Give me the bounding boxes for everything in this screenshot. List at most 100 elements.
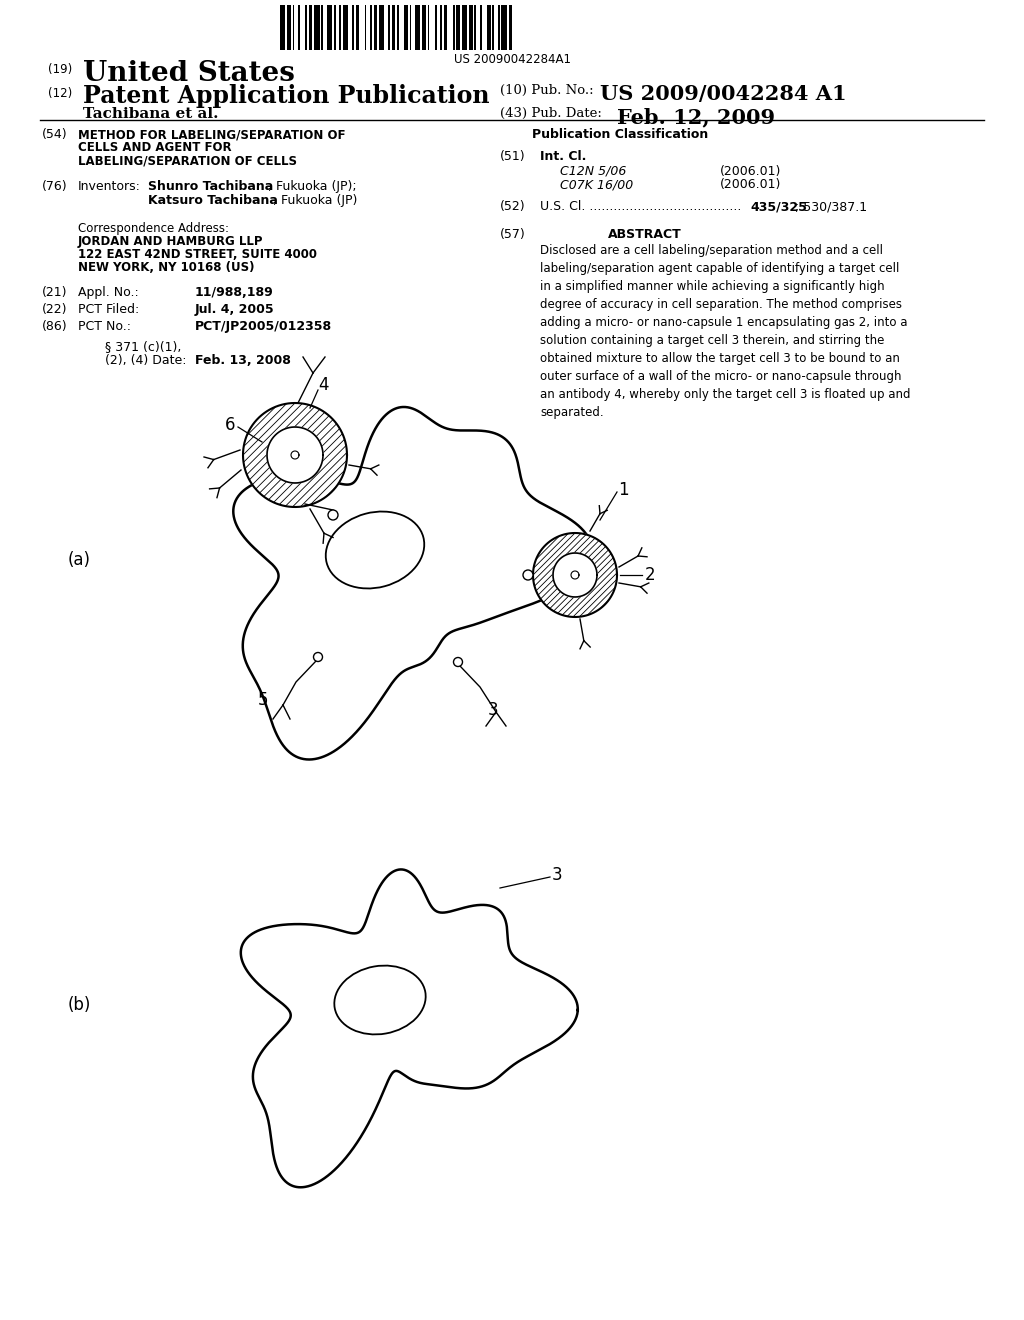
Text: PCT No.:: PCT No.: xyxy=(78,319,131,333)
Bar xyxy=(374,5,377,50)
Text: 5: 5 xyxy=(258,690,268,709)
Text: 11/988,189: 11/988,189 xyxy=(195,286,273,300)
Text: 4: 4 xyxy=(318,376,329,393)
Text: JORDAN AND HAMBURG LLP: JORDAN AND HAMBURG LLP xyxy=(78,235,263,248)
Bar xyxy=(435,5,436,50)
Bar xyxy=(462,5,467,50)
Bar xyxy=(355,5,359,50)
Bar xyxy=(339,5,341,50)
Bar xyxy=(327,5,332,50)
Text: Tachibana et al.: Tachibana et al. xyxy=(83,107,218,121)
Text: (22): (22) xyxy=(42,304,68,315)
Text: (54): (54) xyxy=(42,128,68,141)
Bar xyxy=(379,5,384,50)
Bar xyxy=(293,5,295,50)
Text: (76): (76) xyxy=(42,180,68,193)
Text: Inventors:: Inventors: xyxy=(78,180,141,193)
Bar xyxy=(410,5,412,50)
Bar xyxy=(287,5,291,50)
Text: US 2009/0042284 A1: US 2009/0042284 A1 xyxy=(600,84,847,104)
Ellipse shape xyxy=(326,512,424,589)
Text: Jul. 4, 2005: Jul. 4, 2005 xyxy=(195,304,274,315)
Bar xyxy=(298,5,300,50)
Text: 6: 6 xyxy=(225,416,236,434)
Text: 3: 3 xyxy=(552,866,562,884)
Polygon shape xyxy=(267,426,323,483)
Bar xyxy=(428,5,429,50)
Bar xyxy=(480,5,481,50)
Text: Int. Cl.: Int. Cl. xyxy=(540,150,587,162)
Text: 2: 2 xyxy=(645,566,655,583)
Text: (43) Pub. Date:: (43) Pub. Date: xyxy=(500,107,602,120)
Bar xyxy=(469,5,473,50)
Bar xyxy=(493,5,495,50)
Text: Feb. 13, 2008: Feb. 13, 2008 xyxy=(195,354,291,367)
Text: 1: 1 xyxy=(618,480,629,499)
Bar xyxy=(443,5,447,50)
Polygon shape xyxy=(571,572,579,579)
Text: US 20090042284A1: US 20090042284A1 xyxy=(454,53,570,66)
Text: C12N 5/06: C12N 5/06 xyxy=(560,165,627,178)
Text: United States: United States xyxy=(83,59,295,87)
Bar xyxy=(334,5,336,50)
Text: ; 530/387.1: ; 530/387.1 xyxy=(795,201,867,213)
Bar xyxy=(453,5,455,50)
Text: 3: 3 xyxy=(488,701,499,719)
Circle shape xyxy=(328,510,338,520)
Bar xyxy=(365,5,367,50)
Text: (51): (51) xyxy=(500,150,525,162)
Bar xyxy=(422,5,426,50)
Text: 435/325: 435/325 xyxy=(750,201,807,213)
Text: Correspondence Address:: Correspondence Address: xyxy=(78,222,229,235)
Bar xyxy=(440,5,442,50)
Bar xyxy=(457,5,460,50)
Text: C07K 16/00: C07K 16/00 xyxy=(560,178,633,191)
Bar xyxy=(343,5,348,50)
Bar xyxy=(509,5,512,50)
Bar xyxy=(280,5,286,50)
Text: 122 EAST 42ND STREET, SUITE 4000: 122 EAST 42ND STREET, SUITE 4000 xyxy=(78,248,317,261)
Text: Patent Application Publication: Patent Application Publication xyxy=(83,84,489,108)
Polygon shape xyxy=(534,533,617,616)
Bar xyxy=(404,5,408,50)
Text: § 371 (c)(1),: § 371 (c)(1), xyxy=(105,341,181,352)
Text: CELLS AND AGENT FOR: CELLS AND AGENT FOR xyxy=(78,141,231,154)
Text: (57): (57) xyxy=(500,228,525,242)
Ellipse shape xyxy=(334,965,426,1035)
Text: Katsuro Tachibana: Katsuro Tachibana xyxy=(148,194,278,207)
Text: LABELING/SEPARATION OF CELLS: LABELING/SEPARATION OF CELLS xyxy=(78,154,297,168)
Text: (10) Pub. No.:: (10) Pub. No.: xyxy=(500,84,594,96)
Text: , Fukuoka (JP): , Fukuoka (JP) xyxy=(273,194,357,207)
Bar xyxy=(314,5,319,50)
Text: NEW YORK, NY 10168 (US): NEW YORK, NY 10168 (US) xyxy=(78,261,255,275)
Bar xyxy=(498,5,500,50)
Polygon shape xyxy=(241,870,578,1187)
Polygon shape xyxy=(291,451,299,459)
Bar xyxy=(352,5,354,50)
Polygon shape xyxy=(233,407,592,759)
Text: (b): (b) xyxy=(68,997,91,1014)
Bar xyxy=(474,5,476,50)
Text: (2006.01): (2006.01) xyxy=(720,178,781,191)
Text: (2006.01): (2006.01) xyxy=(720,165,781,178)
Text: Appl. No.:: Appl. No.: xyxy=(78,286,138,300)
Text: PCT Filed:: PCT Filed: xyxy=(78,304,139,315)
Text: Feb. 12, 2009: Feb. 12, 2009 xyxy=(617,107,775,127)
Text: (a): (a) xyxy=(68,550,91,569)
Text: (19): (19) xyxy=(48,63,73,77)
Polygon shape xyxy=(553,553,597,597)
Circle shape xyxy=(523,570,534,579)
Bar xyxy=(322,5,324,50)
Bar xyxy=(309,5,312,50)
Text: , Fukuoka (JP);: , Fukuoka (JP); xyxy=(268,180,356,193)
Bar xyxy=(487,5,490,50)
Text: Disclosed are a cell labeling/separation method and a cell
labeling/separation a: Disclosed are a cell labeling/separation… xyxy=(540,244,910,418)
Text: (86): (86) xyxy=(42,319,68,333)
Text: PCT/JP2005/012358: PCT/JP2005/012358 xyxy=(195,319,332,333)
Text: U.S. Cl. ......................................: U.S. Cl. ...............................… xyxy=(540,201,741,213)
Bar xyxy=(391,5,395,50)
Bar xyxy=(502,5,507,50)
Text: Publication Classification: Publication Classification xyxy=(531,128,709,141)
Text: (52): (52) xyxy=(500,201,525,213)
Text: Shunro Tachibana: Shunro Tachibana xyxy=(148,180,273,193)
